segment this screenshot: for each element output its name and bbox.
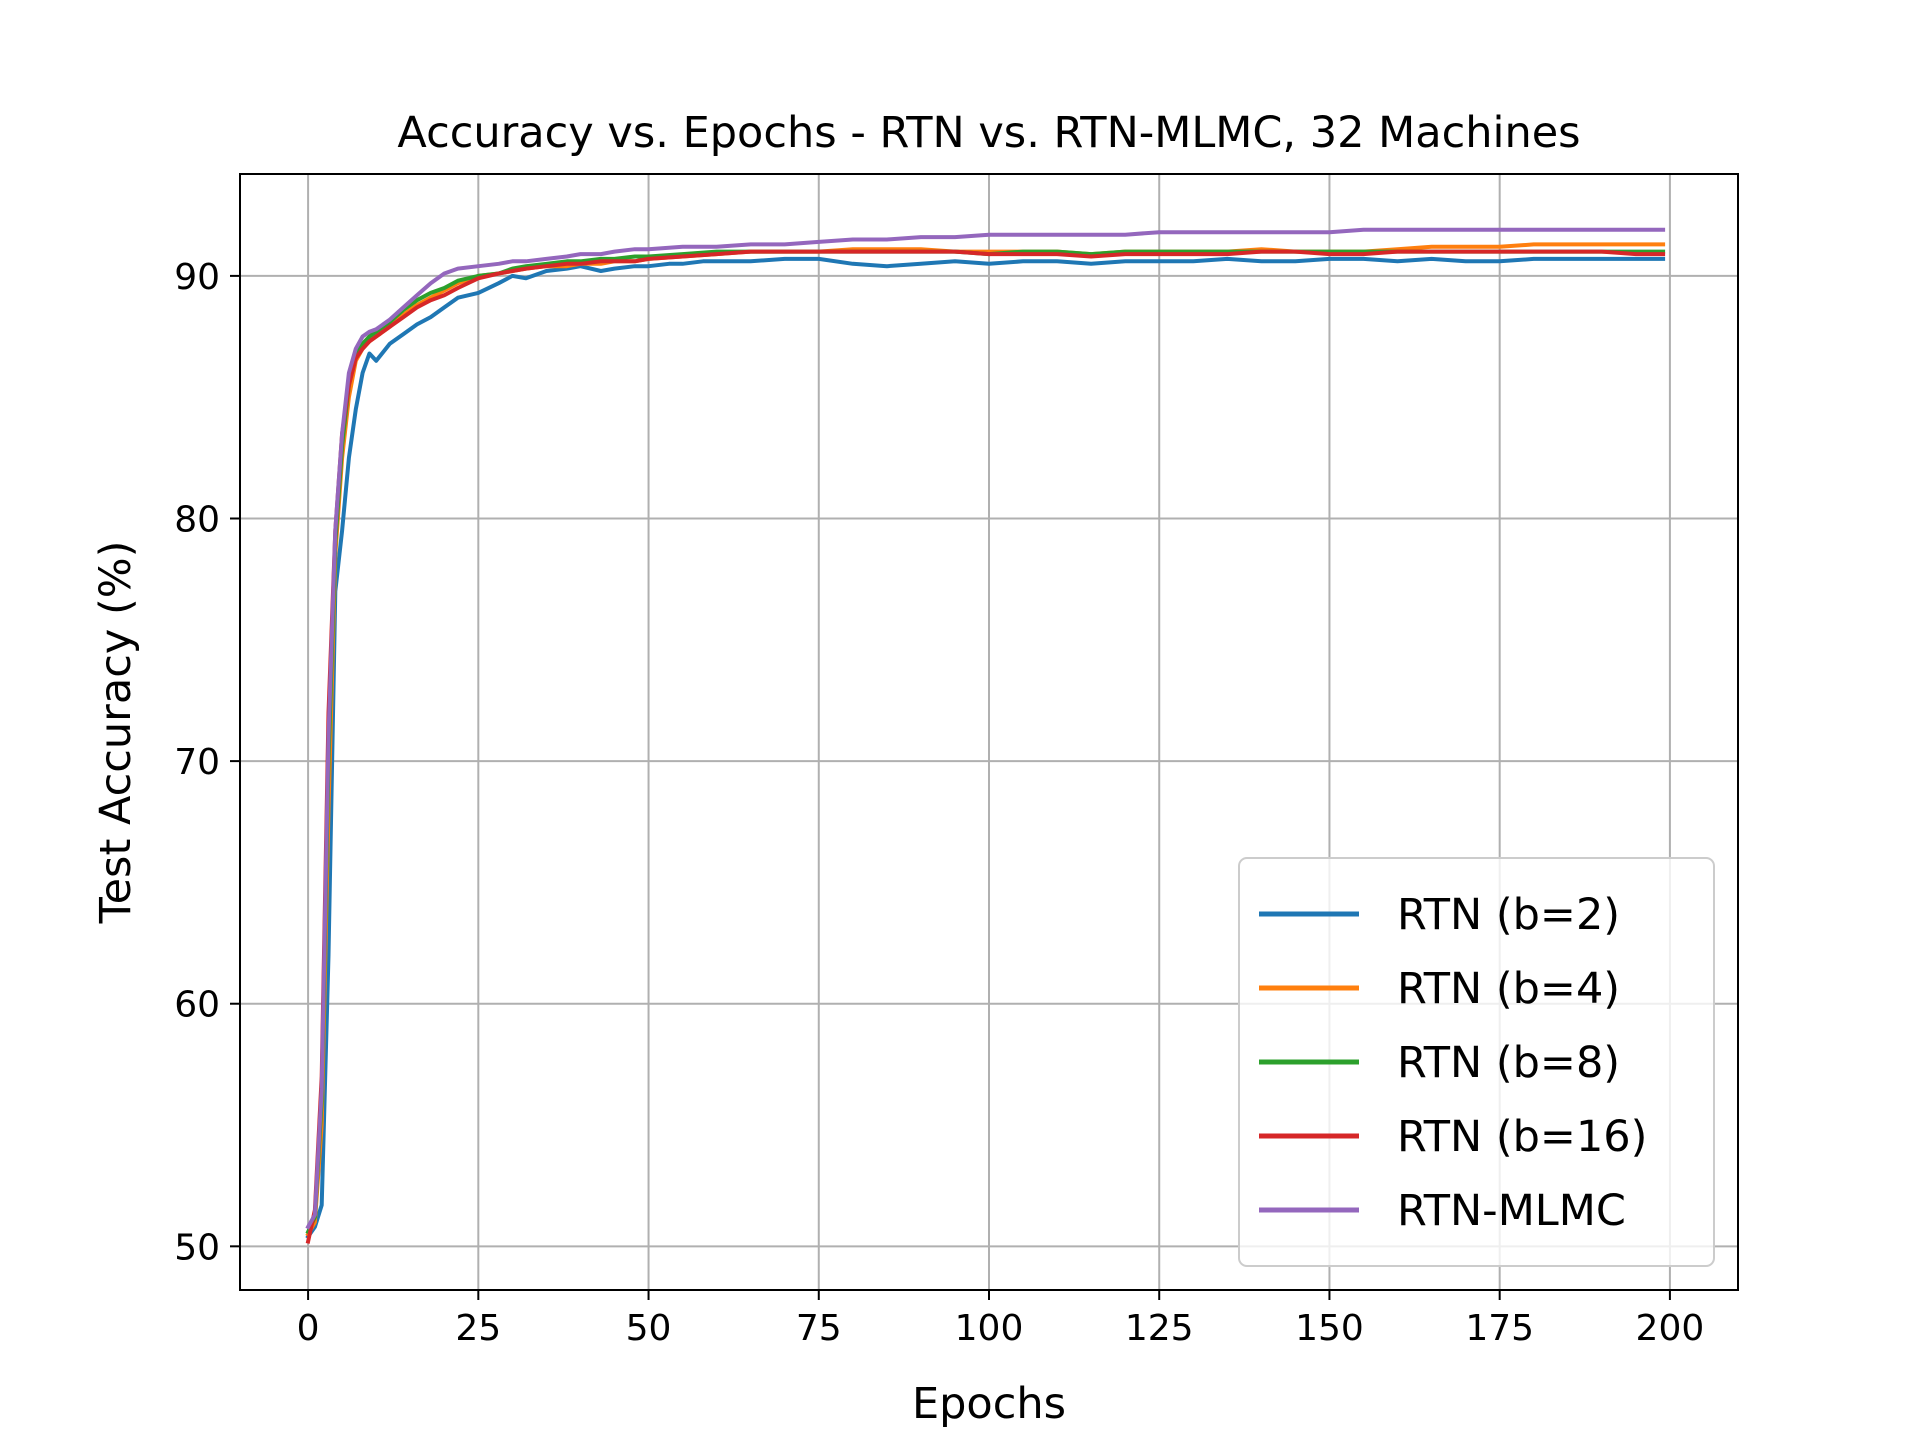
x-tick-label: 200 [1636,1308,1705,1349]
x-tick-label: 100 [955,1308,1024,1349]
legend-label: RTN-MLMC [1397,1186,1626,1236]
legend-label: RTN (b=4) [1397,964,1620,1014]
x-tick-label: 50 [626,1308,672,1349]
legend-label: RTN (b=16) [1397,1112,1647,1162]
y-tick-label: 50 [174,1227,220,1268]
series-line-rtn-b-2 [305,256,1666,1240]
legend-label: RTN (b=2) [1397,890,1620,940]
y-tick-label: 60 [174,985,220,1026]
series-line-rtn-b-8 [305,249,1666,1235]
y-axis-label: Test Accuracy (%) [91,541,141,925]
x-axis-label: Epochs [912,1379,1066,1429]
series-line-rtn-mlmc [305,227,1666,1230]
x-tick-label: 175 [1465,1308,1534,1349]
y-tick-label: 80 [174,500,220,541]
series-lines [305,227,1666,1244]
axis-ticks: 0 25 50 75 100 125 150 175 200 50 60 70 80 90 [174,257,1704,1349]
x-tick-label: 25 [455,1308,501,1349]
series-line-rtn-b-16 [305,249,1666,1244]
x-tick-label: 125 [1125,1308,1194,1349]
y-tick-label: 70 [174,742,220,783]
legend: RTN (b=2) RTN (b=4) RTN (b=8) RTN (b=16) RTN… [1238,857,1715,1267]
legend-label: RTN (b=8) [1397,1038,1620,1088]
legend-box [1238,857,1715,1267]
y-tick-label: 90 [174,257,220,298]
chart-title: Accuracy vs. Epochs - RTN vs. RTN-MLMC, … [397,108,1580,158]
x-tick-label: 75 [796,1308,842,1349]
x-tick-label: 0 [297,1308,320,1349]
x-tick-label: 150 [1295,1308,1364,1349]
